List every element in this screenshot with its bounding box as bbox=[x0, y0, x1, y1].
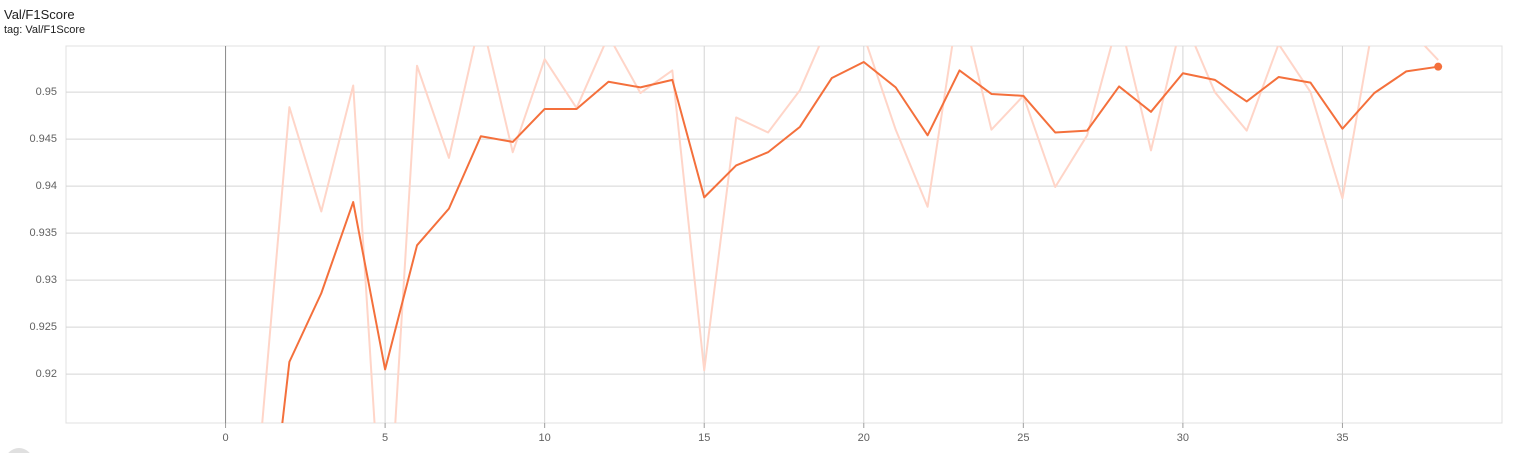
x-tick-label: 25 bbox=[1017, 432, 1029, 444]
series-line bbox=[281, 60, 1439, 423]
x-tick-label: 0 bbox=[222, 432, 228, 444]
x-tick-label: 35 bbox=[1336, 432, 1348, 444]
series-line bbox=[261, 46, 1439, 423]
y-tick-label: 0.94 bbox=[36, 180, 57, 192]
corner-button[interactable] bbox=[5, 448, 33, 458]
y-tick-label: 0.925 bbox=[29, 321, 57, 333]
plot-lines bbox=[261, 46, 1443, 423]
x-tick-label: 30 bbox=[1177, 432, 1189, 444]
chart-title: Val/F1Score bbox=[4, 7, 75, 22]
chart-subtitle: tag: Val/F1Score bbox=[4, 24, 85, 36]
plot-frame bbox=[65, 45, 1503, 424]
x-tick-label: 20 bbox=[858, 432, 870, 444]
x-tick-label: 10 bbox=[539, 432, 551, 444]
last-point bbox=[1434, 62, 1443, 71]
x-tick-label: 5 bbox=[382, 432, 388, 444]
y-tick-label: 0.93 bbox=[36, 274, 57, 286]
y-tick-label: 0.95 bbox=[36, 86, 57, 98]
y-tick-label: 0.92 bbox=[36, 368, 57, 380]
y-tick-label: 0.945 bbox=[29, 133, 57, 145]
y-tick-label: 0.935 bbox=[29, 227, 57, 239]
x-tick-label: 15 bbox=[698, 432, 710, 444]
